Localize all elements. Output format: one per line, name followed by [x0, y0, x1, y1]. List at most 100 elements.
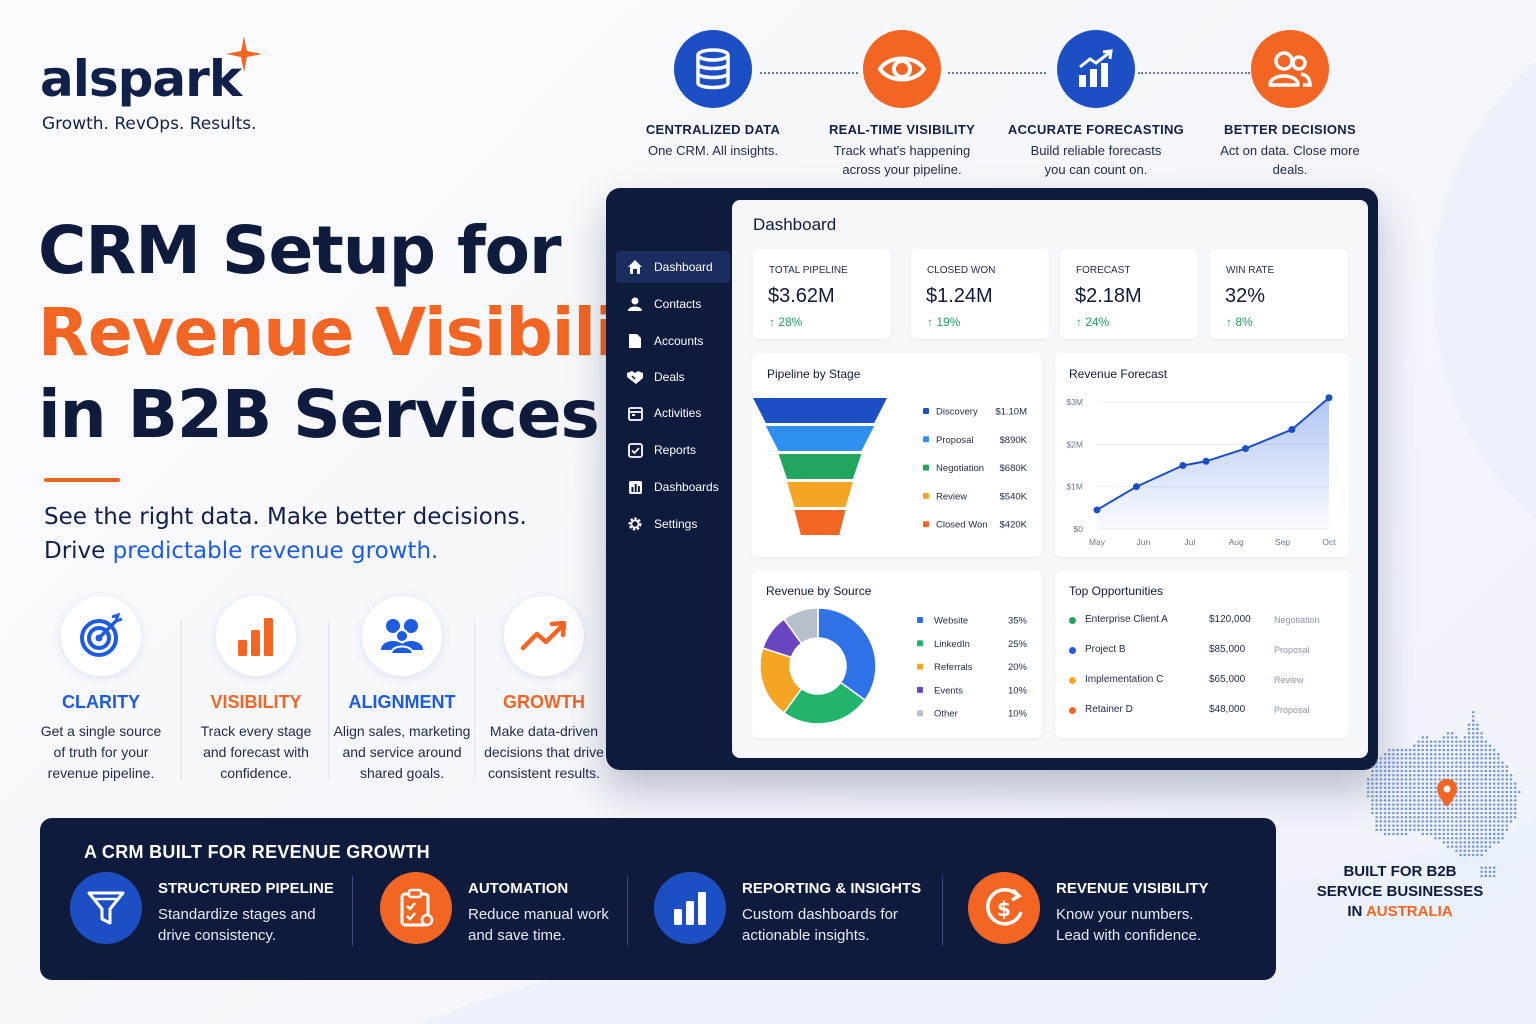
map-dot: [1492, 803, 1496, 806]
map-dot: [1476, 740, 1479, 743]
opportunity-row[interactable]: Project B $85,000 Proposal: [1069, 644, 1339, 658]
map-dot: [1421, 752, 1425, 756]
map-dot: [1413, 815, 1416, 819]
map-dot: [1375, 773, 1378, 777]
legend-swatch: [923, 464, 929, 471]
map-dot: [1488, 790, 1492, 794]
map-dot: [1387, 761, 1391, 764]
map-dot: [1375, 811, 1378, 815]
map-dot: [1408, 782, 1412, 785]
map-dot: [1459, 841, 1462, 844]
opportunities-card: [1055, 570, 1349, 738]
map-dot: [1459, 832, 1462, 836]
map-dot: [1383, 794, 1387, 798]
map-dot: [1417, 748, 1420, 752]
map-dot: [1450, 740, 1454, 743]
map-dot: [1509, 811, 1513, 815]
map-dot: [1505, 765, 1509, 769]
map-dot: [1484, 820, 1488, 823]
sidebar-item-accounts[interactable]: Accounts: [616, 325, 730, 357]
kpi-total-pipeline[interactable]: TOTAL PIPELINE $3.62M ↑ 28%: [753, 249, 891, 339]
map-dot: [1434, 811, 1437, 815]
map-dot: [1492, 782, 1496, 785]
map-dot: [1442, 820, 1446, 823]
map-dot: [1404, 803, 1408, 806]
forecast-point: [1288, 426, 1296, 434]
map-dot: [1455, 828, 1458, 832]
sidebar-item-activities[interactable]: Activities: [616, 397, 730, 429]
map-dot: [1471, 723, 1475, 727]
map-dot: [1488, 841, 1492, 844]
kpi-closed-won[interactable]: CLOSED WON $1.24M ↑ 19%: [911, 249, 1049, 339]
sidebar-item-deals[interactable]: Deals: [616, 361, 730, 393]
map-dot: [1379, 790, 1383, 794]
map-dot: [1408, 769, 1412, 773]
map-dot: [1429, 765, 1433, 769]
map-dot: [1425, 748, 1429, 752]
step-title: REAL-TIME VISIBILITY: [828, 122, 976, 137]
opportunity-row[interactable]: Retainer D $48,000 Proposal: [1069, 704, 1339, 718]
map-dot: [1434, 765, 1437, 769]
map-dot: [1387, 828, 1391, 832]
map-dot: [1459, 765, 1462, 769]
map-dot: [1366, 786, 1370, 790]
map-dot: [1400, 790, 1404, 794]
opportunity-row[interactable]: Enterprise Client A $120,000 Negotiation: [1069, 614, 1339, 628]
map-dot: [1379, 765, 1383, 769]
kpi-forecast[interactable]: FORECAST $2.18M ↑ 24%: [1060, 249, 1198, 339]
opportunity-row[interactable]: Implementation C $65,000 Review: [1069, 674, 1339, 688]
map-dot: [1446, 820, 1450, 823]
map-dot: [1471, 824, 1475, 827]
map-dot: [1476, 765, 1479, 769]
map-dot: [1366, 794, 1370, 798]
map-dot: [1450, 761, 1454, 764]
sidebar-item-contacts[interactable]: Contacts: [616, 288, 730, 320]
map-dot: [1476, 853, 1479, 857]
sidebar-item-dashboard[interactable]: Dashboard: [616, 251, 730, 283]
map-dot: [1513, 815, 1517, 819]
map-dot: [1513, 794, 1517, 798]
map-dot: [1383, 773, 1387, 777]
pillar-title: ALIGNMENT: [348, 692, 456, 712]
map-dot: [1471, 731, 1475, 735]
map-dot: [1396, 748, 1399, 752]
map-dot: [1417, 828, 1420, 832]
map-dot: [1438, 757, 1441, 760]
map-dot: [1400, 769, 1404, 773]
map-dot: [1408, 824, 1412, 827]
map-dot: [1413, 773, 1416, 777]
map-dot: [1371, 799, 1374, 802]
map-dot: [1421, 773, 1425, 777]
map-dot: [1480, 874, 1483, 878]
map-dot: [1501, 803, 1504, 806]
map-dot: [1417, 765, 1420, 769]
map-dot: [1501, 820, 1504, 823]
map-dot: [1425, 757, 1429, 760]
built-for-label: BUILT FOR B2B SERVICE BUSINESSES IN AUST…: [1316, 863, 1484, 920]
sidebar-item-dashboards[interactable]: Dashboards: [616, 471, 730, 503]
map-dot: [1387, 773, 1391, 777]
feature-icon-wrap: [380, 872, 452, 944]
sidebar-item-settings[interactable]: Settings: [616, 508, 730, 540]
map-dot: [1450, 736, 1454, 739]
map-dot: [1442, 748, 1446, 752]
legend-value: $540K: [1000, 491, 1028, 502]
status-dot: [1069, 617, 1076, 624]
map-dot: [1488, 836, 1492, 840]
map-dot: [1467, 778, 1471, 781]
legend-swatch: [917, 640, 923, 647]
forecast-area: [1097, 397, 1329, 529]
kpi-win-rate[interactable]: WIN RATE 32% ↑ 8%: [1210, 249, 1348, 339]
map-dot: [1446, 765, 1450, 769]
map-dot: [1497, 769, 1500, 773]
map-dot: [1463, 790, 1467, 794]
handshake-icon: [624, 369, 646, 385]
sidebar-item-reports[interactable]: Reports: [616, 434, 730, 466]
map-dot: [1467, 815, 1471, 819]
map-dot: [1471, 740, 1475, 743]
feature-revenue-visibility: $ REVENUE VISIBILITY Know your numbers. L…: [968, 872, 1238, 952]
map-dot: [1429, 820, 1433, 823]
map-dot: [1467, 765, 1471, 769]
legend-value: 10%: [1008, 685, 1028, 696]
map-dot: [1450, 744, 1454, 748]
